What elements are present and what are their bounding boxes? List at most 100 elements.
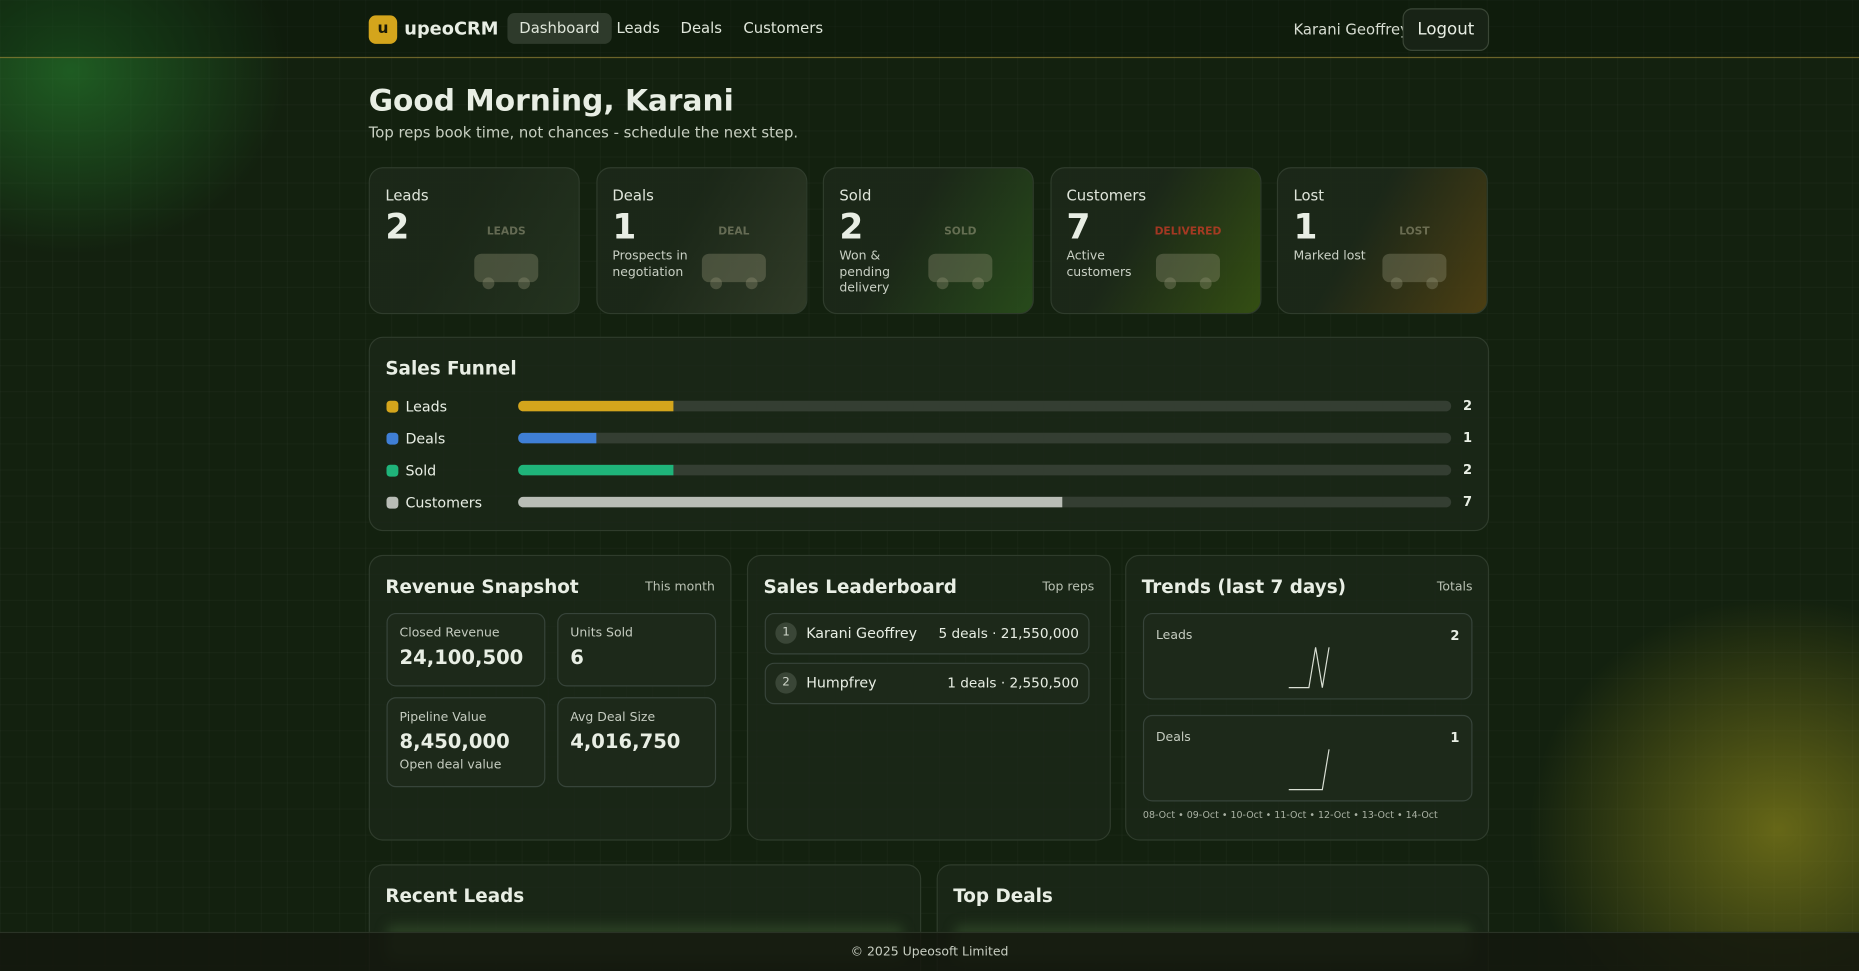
panel-title: Sales Funnel: [385, 358, 517, 380]
stat-note: Prospects in negotiation: [612, 248, 688, 280]
icon-shape: [972, 277, 985, 290]
stat-illustration: LOST: [1382, 225, 1447, 290]
trend-dates: 08-Oct • 09-Oct • 10-Oct • 11-Oct • 12-O…: [1142, 809, 1438, 821]
icon-shape: [518, 277, 530, 290]
icon-label: LOST: [1399, 225, 1430, 238]
funnel-label: Sold: [405, 462, 437, 479]
legend-dot: [386, 496, 399, 509]
funnel-label: Customers: [405, 494, 482, 511]
trends-panel: Trends (last 7 days) Totals Leads 2 Deals 1…: [1125, 554, 1490, 841]
trend-total: 1: [1450, 730, 1460, 746]
funnel-value: 2: [1463, 462, 1473, 478]
navbar: u upeoCRM Dashboard Leads Deals Customer…: [0, 0, 1859, 59]
panel-hint: Top reps: [1042, 579, 1095, 594]
stat-illustration: DEAL: [701, 225, 766, 290]
tile-value: 8,450,000: [399, 730, 510, 753]
rank-badge: 1: [775, 622, 797, 644]
stat-note: Won & pending delivery: [839, 248, 891, 296]
nav-link[interactable]: Leads: [616, 18, 660, 37]
icon-shape: [1163, 277, 1176, 290]
panel-title: Recent Leads: [385, 885, 525, 907]
sparkline: [1288, 749, 1330, 791]
icon-shape: [1199, 277, 1212, 290]
stat-value: 7: [1066, 206, 1091, 247]
funnel-track: [518, 432, 1452, 444]
funnel-label: Deals: [405, 430, 446, 447]
icon-label: SOLD: [944, 225, 977, 238]
icon-shape: [936, 277, 949, 290]
trend-label: Deals: [1155, 730, 1191, 745]
panel-hint: Totals: [1436, 579, 1473, 594]
icon-shape: [1426, 277, 1439, 290]
trend-tile: Deals 1: [1142, 714, 1473, 802]
subtitle: Top reps book time, not chances - schedu…: [368, 123, 799, 142]
stat-label: Deals: [612, 186, 654, 204]
tile-value: 4,016,750: [570, 730, 681, 753]
panel-hint: This month: [645, 579, 715, 594]
icon-shape: [701, 253, 766, 283]
stat-card: Deals 1 Prospects in negotiation DEAL: [595, 167, 807, 315]
icon-shape: [1390, 277, 1403, 290]
icon-label: DEAL: [718, 225, 749, 238]
tile-label: Pipeline Value: [399, 710, 487, 725]
funnel-label: Leads: [405, 398, 448, 415]
icon-shape: [474, 253, 539, 283]
sparkline-line: [1288, 647, 1330, 689]
funnel-bar: [518, 464, 674, 476]
icon-shape: [1155, 253, 1220, 283]
stat-card: Leads 2 LEADS: [368, 167, 580, 315]
funnel-value: 1: [1463, 430, 1473, 446]
rank-badge: 2: [775, 672, 797, 694]
revenue-tile: Avg Deal Size 4,016,750: [557, 697, 717, 788]
revenue-panel: Revenue Snapshot This month Closed Reven…: [368, 554, 732, 841]
stat-note: Active customers: [1066, 248, 1132, 280]
stat-value: 2: [385, 206, 410, 247]
legend-dot: [386, 464, 399, 477]
trend-label: Leads: [1155, 628, 1193, 643]
legend-dot: [386, 400, 399, 413]
icon-shape: [928, 253, 993, 283]
leaderboard-panel: Sales Leaderboard Top reps 1 Karani Geoff…: [746, 554, 1111, 841]
nav-link[interactable]: Dashboard: [507, 13, 612, 44]
funnel-track: [518, 496, 1452, 508]
nav-link[interactable]: Customers: [743, 18, 824, 37]
funnel-value: 2: [1463, 398, 1473, 414]
greeting: Good Morning, Karani: [368, 82, 734, 118]
stat-illustration: LEADS: [474, 225, 539, 290]
logo[interactable]: u: [368, 15, 398, 44]
stat-value: 1: [1293, 206, 1318, 247]
stat-card: Sold 2 Won & pending delivery SOLD: [822, 167, 1034, 315]
icon-shape: [745, 277, 757, 290]
funnel-track: [518, 464, 1452, 476]
revenue-tile: Closed Revenue 24,100,500: [386, 612, 546, 687]
icon-shape: [709, 277, 722, 290]
icon-shape: [482, 277, 495, 290]
icon-label: DELIVERED: [1154, 225, 1221, 238]
sparkline-line: [1288, 749, 1330, 791]
funnel-value: 7: [1463, 494, 1473, 510]
stat-value: 1: [612, 206, 637, 247]
legend-dot: [386, 432, 399, 445]
leaderboard-row: 2 Humpfrey 1 deals · 2,550,500: [764, 662, 1090, 705]
footer: © 2025 Upeosoft Limited: [0, 931, 1859, 971]
panel-title: Trends (last 7 days): [1141, 576, 1347, 598]
logout-button[interactable]: Logout: [1402, 8, 1490, 51]
stat-label: Lost: [1293, 186, 1325, 204]
stat-card: Customers 7 Active customers DELIVERED: [1049, 167, 1261, 315]
sparkline: [1288, 647, 1330, 689]
revenue-tile: Units Sold 6: [557, 612, 717, 687]
trend-total: 2: [1450, 628, 1460, 644]
tile-note: Open deal value: [399, 757, 502, 772]
panel-title: Revenue Snapshot: [385, 576, 579, 598]
rep-name: Humpfrey: [806, 674, 877, 692]
stat-value: 2: [839, 206, 864, 247]
rep-name: Karani Geoffrey: [806, 624, 918, 642]
stat-label: Customers: [1066, 186, 1147, 204]
stat-card: Lost 1 Marked lost LOST: [1276, 167, 1488, 315]
user-name: Karani Geoffrey: [1293, 20, 1409, 38]
funnel-bar: [518, 432, 596, 444]
nav-link[interactable]: Deals: [680, 18, 722, 37]
brand[interactable]: upeoCRM: [404, 17, 499, 40]
